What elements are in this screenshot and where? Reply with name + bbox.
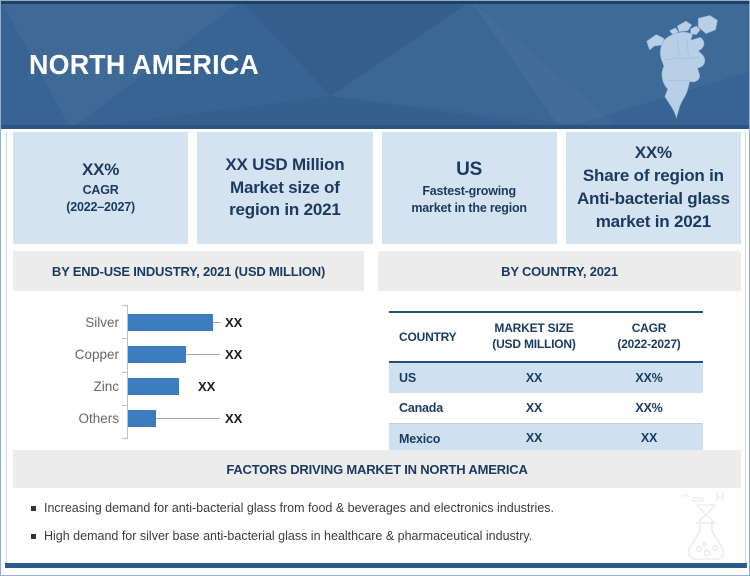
factors-header: FACTORS DRIVING MARKET IN NORTH AMERICA (13, 450, 741, 488)
page-title: NORTH AMERICA (29, 49, 259, 80)
table-row-us: US XX XX% (389, 363, 703, 393)
market-size-cell: XX (525, 370, 543, 385)
value-label: XX (225, 411, 243, 426)
chart-row-silver: Silver XX (13, 314, 364, 331)
stat-value: US (456, 159, 483, 181)
stat-sublabel: (2022–2027) (66, 200, 135, 215)
axis-tick (122, 305, 127, 306)
market-size-cell: XX (525, 431, 543, 446)
section-header-country: BY COUNTRY, 2021 (378, 251, 741, 291)
factor-bullet-2: High demand for silver base anti-bacteri… (31, 529, 691, 543)
stat-value: XX% (82, 160, 120, 180)
category-label: Zinc (93, 379, 119, 394)
category-label: Copper (74, 347, 119, 362)
north-america-map-icon (641, 15, 727, 121)
table-row-canada: Canada XX XX% (389, 393, 703, 423)
chart-row-zinc: Zinc XX (13, 378, 364, 395)
value-label: XX (225, 347, 243, 362)
value-label: XX (225, 315, 243, 330)
bullet-square-icon (31, 534, 36, 539)
column-header-market-size: MARKET SIZE (USD MILLION) (473, 321, 595, 352)
cagr-cell: XX% (635, 370, 663, 385)
stat-line: Market size of (230, 177, 340, 197)
column-header-line: CAGR (631, 321, 667, 336)
stat-line: XX% (634, 143, 672, 163)
stat-line: Anti-bacterial glass (576, 189, 730, 208)
country-cell: Canada (399, 401, 443, 415)
column-header-line: MARKET SIZE (494, 321, 574, 336)
bottom-accent-bar (5, 563, 747, 568)
header-banner: NORTH AMERICA (1, 1, 749, 129)
cagr-cell: XX% (635, 400, 663, 415)
factor-text: High demand for silver base anti-bacteri… (44, 529, 533, 543)
table-header-row: COUNTRY MARKET SIZE (USD MILLION) CAGR (… (389, 313, 703, 363)
column-header-line: (USD MILLION) (492, 337, 576, 351)
stat-line: region in 2021 (229, 200, 341, 220)
bar-zinc (128, 378, 179, 395)
table-row-mexico: Mexico XX XX (389, 423, 703, 453)
stat-sublabel: market in the region (411, 201, 527, 216)
column-header-line: (2022-2027) (617, 337, 681, 351)
stat-box-fastest-growing: US Fastest-growing market in the region (381, 132, 557, 244)
axis-tick (122, 338, 127, 339)
value-label: XX (198, 379, 216, 394)
leader-line (213, 322, 221, 323)
end-use-bar-chart: Silver XX Copper XX Zinc XX Others XX (13, 297, 364, 447)
stat-box-region-share: XX% Share of region in Anti-bacterial gl… (565, 132, 741, 244)
market-size-cell: XX (525, 400, 543, 415)
bar-silver (128, 314, 213, 331)
stat-line: market in 2021 (595, 211, 712, 231)
content-frame (6, 132, 746, 563)
stat-box-row: XX% CAGR (2022–2027) XX USD Million Mark… (13, 132, 741, 244)
chart-row-copper: Copper XX (13, 346, 364, 363)
category-label: Silver (85, 315, 119, 330)
country-cell: Mexico (399, 431, 441, 446)
stat-line: Share of region in (582, 166, 724, 186)
axis-tick (122, 405, 127, 406)
stat-label: Fastest-growing (422, 183, 516, 198)
bar-copper (128, 346, 186, 363)
stat-label: CAGR (82, 182, 119, 197)
leader-line (186, 354, 220, 355)
factor-bullet-1: Increasing demand for anti-bacterial gla… (31, 501, 691, 515)
cagr-cell: XX (640, 431, 658, 446)
axis-tick (122, 372, 127, 373)
country-cell: US (399, 371, 416, 385)
chart-y-axis (127, 305, 128, 439)
chart-row-others: Others XX (13, 410, 364, 427)
factor-text: Increasing demand for anti-bacterial gla… (44, 501, 554, 515)
flask-watermark-icon (673, 489, 739, 563)
category-label: Others (78, 411, 119, 426)
stat-line: XX USD Million (225, 154, 345, 174)
leader-line (156, 418, 220, 419)
bar-others (128, 410, 156, 427)
column-header-country: COUNTRY (399, 330, 457, 344)
stat-box-cagr: XX% CAGR (2022–2027) (13, 132, 189, 244)
axis-tick (122, 438, 127, 439)
column-header-cagr: CAGR (2022-2027) (595, 321, 703, 352)
bullet-square-icon (31, 506, 36, 511)
country-table: COUNTRY MARKET SIZE (USD MILLION) CAGR (… (389, 311, 703, 455)
section-header-end-use: BY END-USE INDUSTRY, 2021 (USD MILLION) (13, 251, 364, 291)
stat-box-market-size: XX USD Million Market size of region in … (197, 132, 373, 244)
